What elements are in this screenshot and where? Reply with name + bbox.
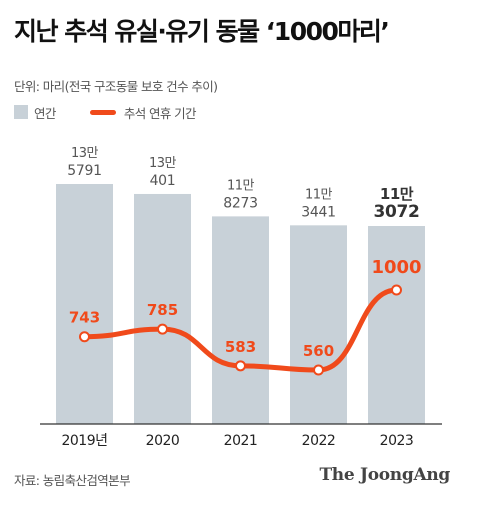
x-tick-label-2: 2021 bbox=[224, 433, 258, 449]
bar-label-top-1: 13만 bbox=[149, 156, 177, 171]
publisher-logo: The JoongAng bbox=[319, 465, 450, 485]
bar-3 bbox=[290, 225, 347, 424]
bar-label-bottom-4: 3072 bbox=[373, 202, 419, 222]
bar-2 bbox=[212, 216, 269, 424]
x-tick-label-3: 2022 bbox=[302, 433, 336, 449]
x-tick-label-4: 2023 bbox=[380, 433, 414, 449]
legend-line-swatch bbox=[89, 109, 116, 115]
line-value-label-2: 583 bbox=[225, 338, 256, 356]
legend-bar-swatch bbox=[14, 105, 28, 119]
line-point-4 bbox=[391, 284, 402, 296]
bar-label-top-3: 11만 bbox=[305, 187, 333, 202]
line-value-label-0: 743 bbox=[69, 309, 100, 327]
line-value-label-1: 785 bbox=[147, 301, 178, 319]
bar-0 bbox=[56, 184, 113, 424]
line-point-2 bbox=[235, 360, 246, 372]
bar-4 bbox=[368, 226, 425, 424]
bar-1 bbox=[134, 193, 191, 424]
bar-label-bottom-2: 8273 bbox=[223, 195, 257, 211]
source-note: 자료: 농림축산검역본부 bbox=[14, 473, 131, 488]
legend: 연간 추석 연휴 기간 bbox=[14, 104, 197, 121]
line-point-3 bbox=[313, 364, 324, 376]
legend-line-label: 추석 연휴 기간 bbox=[123, 105, 197, 121]
x-tick-label-0: 2019년 bbox=[61, 433, 107, 449]
line-point-1 bbox=[157, 323, 168, 335]
chart-title: 지난 추석 유실·유기 동물 ‘1000마리’ bbox=[14, 17, 390, 46]
bar-label-bottom-3: 3441 bbox=[301, 204, 335, 220]
x-tick-label-1: 2020 bbox=[146, 433, 180, 449]
bar-label-bottom-1: 401 bbox=[150, 173, 176, 189]
line-value-label-3: 560 bbox=[303, 342, 334, 360]
bar-label-top-0: 13만 bbox=[71, 146, 99, 161]
legend-bar-label: 연간 bbox=[34, 105, 56, 121]
bar-label-top-2: 11만 bbox=[227, 178, 255, 193]
line-value-label-4: 1000 bbox=[371, 257, 421, 278]
bar-label-top-4: 11만 bbox=[380, 185, 414, 203]
unit-note: 단위: 마리(전국 구조동물 보호 건수 추이) bbox=[14, 79, 218, 94]
bar-label-bottom-0: 5791 bbox=[67, 163, 101, 179]
line-point-0 bbox=[79, 331, 90, 343]
